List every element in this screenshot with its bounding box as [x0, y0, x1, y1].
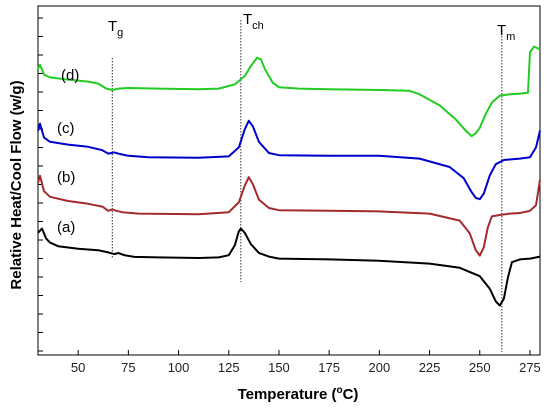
x-axis-title-unit: C) — [343, 386, 359, 403]
annotation-letter: T — [243, 11, 252, 28]
x-tick-label: 125 — [218, 360, 240, 375]
x-tick-label: 175 — [318, 360, 340, 375]
x-tick-label: 100 — [168, 360, 190, 375]
series-curve-a — [37, 227, 541, 307]
series-label-c: (c) — [57, 120, 75, 137]
x-axis-title-main: Temperature ( — [238, 386, 337, 403]
x-axis-ticks: 50 75 100 125 150 175 200 225 250 275 — [71, 350, 541, 375]
x-tick-label: 250 — [469, 360, 491, 375]
annotation-Tch: Tch — [243, 11, 264, 32]
annotation-subscript: m — [506, 31, 515, 43]
series-curve-c — [37, 119, 541, 201]
annotation-letter: T — [108, 18, 117, 35]
annotation-Tm: Tm — [497, 22, 515, 43]
series-label-b: (b) — [57, 169, 75, 186]
series-labels: (a) (b) (c) (d) — [57, 67, 79, 236]
x-tick-label: 225 — [419, 360, 441, 375]
annotation-Tg: Tg — [108, 18, 123, 39]
x-tick-label: 75 — [121, 360, 135, 375]
series-curve-b — [37, 174, 541, 257]
x-tick-label: 275 — [519, 360, 541, 375]
x-tick-label: 50 — [71, 360, 85, 375]
transition-marker-lines — [111, 20, 503, 352]
series-label-a: (a) — [57, 219, 75, 236]
x-axis-title-degree: o — [336, 385, 342, 396]
y-axis-title: Relative Heat/Cool Flow (w/g) — [8, 80, 25, 289]
x-tick-label: 150 — [268, 360, 290, 375]
series-curves — [37, 45, 541, 307]
annotation-subscript: ch — [252, 20, 264, 32]
annotation-subscript: g — [117, 27, 123, 39]
series-curve-d — [37, 45, 541, 138]
x-axis-title: Temperature (oC) — [238, 385, 359, 403]
x-tick-label: 200 — [369, 360, 391, 375]
annotation-letter: T — [497, 22, 506, 39]
series-label-d: (d) — [61, 67, 79, 84]
